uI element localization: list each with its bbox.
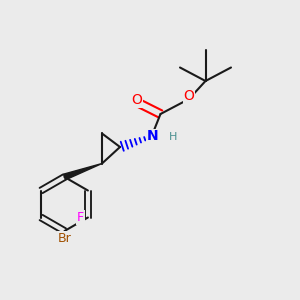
- Text: O: O: [184, 89, 194, 103]
- Text: F: F: [77, 211, 84, 224]
- Text: Br: Br: [58, 232, 71, 245]
- Text: H: H: [169, 131, 178, 142]
- Text: O: O: [131, 94, 142, 107]
- Text: N: N: [147, 130, 159, 143]
- Polygon shape: [64, 164, 102, 180]
